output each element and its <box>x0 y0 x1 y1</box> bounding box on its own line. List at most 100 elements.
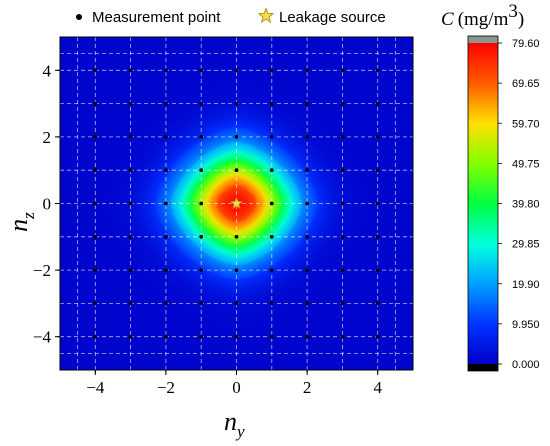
measurement-point <box>234 301 239 306</box>
measurement-point <box>128 101 133 106</box>
measurement-point <box>340 234 345 239</box>
measurement-point <box>340 168 345 173</box>
measurement-point <box>340 334 345 339</box>
legend-label-leakage: Leakage source <box>279 9 386 26</box>
measurement-point <box>305 201 309 206</box>
measurement-point <box>93 101 98 106</box>
measurement-point <box>305 268 309 272</box>
measurement-point <box>199 268 204 272</box>
measurement-point <box>93 268 98 272</box>
measurement-point <box>93 135 98 139</box>
measurement-point <box>375 168 380 173</box>
measurement-point <box>164 234 168 239</box>
measurement-point <box>199 334 204 339</box>
measurement-point <box>269 234 274 239</box>
measurement-point <box>340 135 345 139</box>
y-tick-label: 2 <box>43 128 52 147</box>
legend-star-marker <box>257 7 275 23</box>
measurement-point <box>269 301 274 306</box>
measurement-point <box>234 101 239 106</box>
measurement-point <box>164 334 168 339</box>
measurement-point <box>340 268 345 272</box>
measurement-point <box>93 234 98 239</box>
measurement-point <box>128 135 133 139</box>
measurement-point <box>305 234 309 239</box>
measurement-point <box>93 301 98 306</box>
legend: Measurement point Leakage source <box>76 7 386 26</box>
measurement-point <box>199 101 204 106</box>
y-tick-label: 4 <box>43 61 52 80</box>
measurement-point <box>375 234 380 239</box>
measurement-point <box>199 135 204 139</box>
measurement-point <box>199 68 204 73</box>
y-axis: −4 −2 0 2 4 <box>33 61 60 347</box>
y-tick-label: −4 <box>33 328 52 347</box>
colorbar-gradient <box>468 43 498 364</box>
colorbar-tick-label: 39.80 <box>512 199 540 211</box>
measurement-point <box>269 268 274 272</box>
measurement-point <box>128 268 133 272</box>
measurement-point <box>199 168 204 173</box>
colorbar-tick-label: 79.60 <box>512 38 540 50</box>
measurement-point <box>340 301 345 306</box>
measurement-point <box>305 168 309 173</box>
measurement-point <box>164 68 168 73</box>
measurement-point <box>269 101 274 106</box>
colorbar-over-swatch <box>468 36 498 43</box>
plot-area <box>60 37 413 370</box>
measurement-point <box>164 301 168 306</box>
colorbar-tick-label: 29.85 <box>512 239 540 251</box>
measurement-point <box>234 68 239 73</box>
measurement-point <box>128 234 133 239</box>
colorbar: C (mg/m3) 79.60 69.65 59.70 49.75 39.80 29.85 1… <box>441 1 540 372</box>
measurement-point <box>164 268 168 272</box>
x-tick-label: 2 <box>303 378 312 397</box>
colorbar-ticks: 79.60 69.65 59.70 49.75 39.80 29.85 19.90 9.950… <box>498 38 540 371</box>
y-tick-label: −2 <box>33 261 51 280</box>
measurement-point <box>340 101 345 106</box>
measurement-point <box>375 135 380 139</box>
measurement-point <box>128 68 133 73</box>
measurement-point <box>128 334 133 339</box>
measurement-point <box>128 201 133 206</box>
measurement-point <box>375 268 380 272</box>
x-tick-label: −4 <box>86 378 105 397</box>
measurement-point <box>93 334 98 339</box>
measurement-point <box>93 68 98 73</box>
measurement-point <box>375 334 380 339</box>
legend-dot-marker <box>76 14 82 20</box>
y-tick-label: 0 <box>43 195 52 214</box>
measurement-point <box>305 334 309 339</box>
measurement-point <box>269 168 274 173</box>
x-tick-label: −2 <box>157 378 175 397</box>
measurement-point <box>199 234 204 239</box>
measurement-point <box>375 201 380 206</box>
colorbar-tick-label: 59.70 <box>512 118 540 130</box>
measurement-point <box>305 135 309 139</box>
measurement-point <box>164 101 168 106</box>
measurement-point <box>128 168 133 173</box>
legend-label-measurement: Measurement point <box>92 9 221 26</box>
measurement-point <box>269 334 274 339</box>
x-axis-label: ny <box>224 407 245 441</box>
leakage-source-star <box>229 196 244 210</box>
measurement-point <box>375 101 380 106</box>
measurement-point <box>269 201 274 206</box>
measurement-point <box>164 201 168 206</box>
measurement-point <box>164 168 168 173</box>
measurement-points <box>93 68 380 339</box>
measurement-point <box>93 168 98 173</box>
colorbar-tick-label: 9.950 <box>512 319 540 331</box>
measurement-point <box>93 201 98 206</box>
measurement-point <box>305 68 309 73</box>
measurement-point <box>305 101 309 106</box>
measurement-point <box>375 301 380 306</box>
measurement-point <box>234 234 239 239</box>
colorbar-tick-label: 0.000 <box>512 359 540 371</box>
x-axis: −4 −2 0 2 4 <box>86 370 382 397</box>
measurement-point <box>340 68 345 73</box>
x-tick-label: 0 <box>232 378 241 397</box>
measurement-point <box>269 68 274 73</box>
measurement-point <box>340 201 345 206</box>
